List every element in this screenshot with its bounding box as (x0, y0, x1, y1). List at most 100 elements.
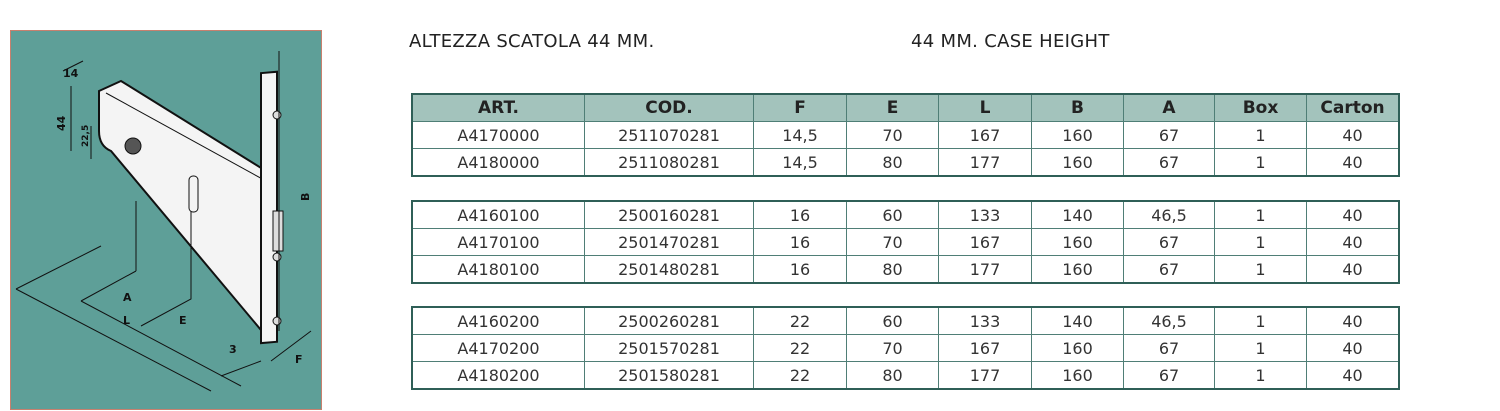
table-cell: 167 (938, 334, 1032, 362)
column-header: L (938, 93, 1032, 122)
table-cell: A4160100 (411, 200, 585, 229)
column-header: ART. (411, 93, 585, 122)
table-cell: 67 (1123, 148, 1215, 177)
table-cell: 46,5 (1123, 306, 1215, 335)
table-row: A4160200 2500260281 22 60 133 140 46,5 1 40 (411, 306, 1400, 335)
mortise-lock-drawing: 14 44 22,5 B A L E 3 F (15, 51, 312, 392)
table-row: A4180000 2511080281 14,5 80 177 160 67 1 40 (411, 148, 1400, 177)
table-cell: 160 (1031, 255, 1124, 284)
table-cell: 14,5 (753, 148, 847, 177)
table-cell: 67 (1123, 361, 1215, 390)
table-cell: A4160200 (411, 306, 585, 335)
table-row: A4180200 2501580281 22 80 177 160 67 1 40 (411, 361, 1400, 390)
table-cell: 40 (1306, 255, 1400, 284)
table-cell: 1 (1214, 228, 1307, 256)
column-header: F (753, 93, 847, 122)
title-italian: ALTEZZA SCATOLA 44 MM. (409, 31, 655, 52)
table-cell: A4180000 (411, 148, 585, 177)
dim-b-label: B (299, 193, 312, 201)
spec-table-group-2: A4160100 2500160281 16 60 133 140 46,5 1 40 A4170… (411, 200, 1400, 284)
column-header: A (1123, 93, 1215, 122)
table-cell: A4170200 (411, 334, 585, 362)
table-cell: 40 (1306, 228, 1400, 256)
table-cell: 2501470281 (584, 228, 754, 256)
column-header: Box (1214, 93, 1307, 122)
dim-22-5-label: 22,5 (81, 125, 91, 147)
table-cell: 16 (753, 255, 847, 284)
dim-e-label: E (179, 314, 187, 327)
dim-a-label: A (123, 291, 132, 304)
table-row: A4170000 2511070281 14,5 70 167 160 67 1 40 (411, 121, 1400, 149)
table-cell: 1 (1214, 361, 1307, 390)
table-cell: 1 (1214, 334, 1307, 362)
table-cell: 67 (1123, 121, 1215, 149)
table-cell: 70 (846, 334, 939, 362)
table-cell: 16 (753, 200, 847, 229)
table-cell: 70 (846, 121, 939, 149)
table-cell: 60 (846, 200, 939, 229)
table-cell: 2501570281 (584, 334, 754, 362)
table-cell: 40 (1306, 200, 1400, 229)
table-cell: 22 (753, 306, 847, 335)
table-cell: 1 (1214, 148, 1307, 177)
table-cell: 133 (938, 306, 1032, 335)
dim-f-label: F (295, 353, 303, 366)
column-header: COD. (584, 93, 754, 122)
table-cell: 2500260281 (584, 306, 754, 335)
spec-table-group-1: ART. COD. F E L B A Box Carton A4170000 2511070281… (411, 93, 1400, 177)
table-cell: 67 (1123, 334, 1215, 362)
table-cell: 46,5 (1123, 200, 1215, 229)
table-cell: 160 (1031, 228, 1124, 256)
table-cell: 160 (1031, 361, 1124, 390)
table-cell: 60 (846, 306, 939, 335)
title-english: 44 MM. CASE HEIGHT (911, 31, 1110, 52)
table-cell: 167 (938, 121, 1032, 149)
table-header-row: ART. COD. F E L B A Box Carton (411, 93, 1400, 122)
spec-table-group-3: A4160200 2500260281 22 60 133 140 46,5 1 40 A4170… (411, 306, 1400, 390)
table-cell: 2501480281 (584, 255, 754, 284)
column-header: Carton (1306, 93, 1400, 122)
table-cell: 133 (938, 200, 1032, 229)
column-header: E (846, 93, 939, 122)
table-cell: 177 (938, 255, 1032, 284)
dim-14-label: 14 (63, 67, 79, 80)
table-cell: 1 (1214, 121, 1307, 149)
lock-dimension-diagram: 14 44 22,5 B A L E 3 F (10, 30, 322, 410)
table-cell: A4170000 (411, 121, 585, 149)
table-cell: 1 (1214, 306, 1307, 335)
table-cell: 40 (1306, 334, 1400, 362)
table-cell: 80 (846, 255, 939, 284)
table-row: A4180100 2501480281 16 80 177 160 67 1 40 (411, 255, 1400, 284)
table-cell: 1 (1214, 200, 1307, 229)
table-cell: 16 (753, 228, 847, 256)
table-cell: 2500160281 (584, 200, 754, 229)
dim-44-label: 44 (55, 115, 68, 131)
table-row: A4160100 2500160281 16 60 133 140 46,5 1 40 (411, 200, 1400, 229)
table-cell: 160 (1031, 148, 1124, 177)
table-cell: A4170100 (411, 228, 585, 256)
table-cell: 2511080281 (584, 148, 754, 177)
table-cell: 22 (753, 361, 847, 390)
table-cell: 67 (1123, 228, 1215, 256)
table-cell: 1 (1214, 255, 1307, 284)
table-cell: 160 (1031, 121, 1124, 149)
table-cell: 40 (1306, 306, 1400, 335)
table-cell: 177 (938, 361, 1032, 390)
column-header: B (1031, 93, 1124, 122)
table-cell: 160 (1031, 334, 1124, 362)
table-cell: 14,5 (753, 121, 847, 149)
table-cell: 2511070281 (584, 121, 754, 149)
table-cell: 22 (753, 334, 847, 362)
table-cell: 177 (938, 148, 1032, 177)
table-cell: 140 (1031, 306, 1124, 335)
table-cell: 80 (846, 361, 939, 390)
table-row: A4170100 2501470281 16 70 167 160 67 1 40 (411, 228, 1400, 256)
table-cell: 40 (1306, 361, 1400, 390)
table-cell: 70 (846, 228, 939, 256)
table-cell: A4180100 (411, 255, 585, 284)
table-cell: 140 (1031, 200, 1124, 229)
table-cell: 2501580281 (584, 361, 754, 390)
table-cell: 167 (938, 228, 1032, 256)
dim-3-label: 3 (229, 343, 237, 356)
table-cell: 80 (846, 148, 939, 177)
